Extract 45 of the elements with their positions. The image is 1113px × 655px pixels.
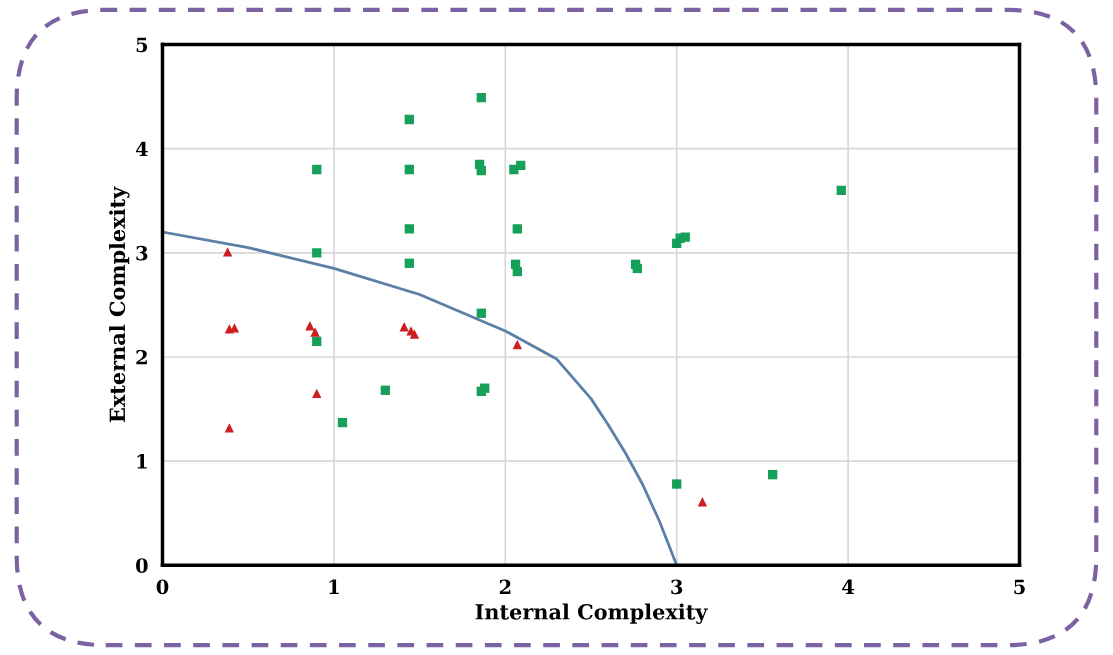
point (312, 164, 322, 175)
point (476, 386, 486, 396)
point (222, 247, 233, 257)
point (310, 327, 320, 337)
point (512, 339, 522, 350)
x-tick-label: 2 (499, 579, 511, 594)
point (399, 322, 409, 332)
point (404, 258, 414, 268)
point (380, 385, 390, 395)
point (312, 248, 322, 258)
point (476, 93, 486, 103)
point (768, 470, 778, 480)
x-axis-title: Internal Complexity (475, 603, 708, 624)
point (305, 321, 315, 331)
y-tick-label: 2 (136, 349, 147, 365)
point (404, 164, 414, 175)
point (404, 114, 414, 125)
point (697, 497, 708, 507)
x-tick-label: 0 (156, 579, 169, 595)
y-tick-label: 4 (135, 141, 148, 157)
point (632, 263, 642, 274)
point (476, 165, 486, 176)
point (337, 417, 348, 428)
point (312, 388, 322, 399)
point (476, 308, 486, 318)
y-tick-label: 5 (136, 37, 148, 53)
point (409, 329, 420, 339)
point (224, 423, 234, 433)
line-series (162, 230, 679, 566)
point (512, 266, 522, 277)
point (404, 224, 414, 234)
point (836, 185, 846, 195)
y-axis-title: External Complexity (109, 186, 130, 423)
point (312, 336, 322, 347)
y-tick-label: 0 (135, 558, 148, 573)
x-tick-label: 3 (671, 579, 683, 595)
y-tick-label: 1 (137, 454, 147, 469)
point (516, 160, 526, 171)
point (680, 232, 690, 242)
x-tick-label: 1 (329, 579, 339, 594)
y-tick-label: 3 (136, 245, 148, 261)
x-tick-label: 4 (842, 579, 855, 594)
x-tick-label: 5 (1014, 579, 1025, 595)
point (512, 224, 522, 234)
point (672, 479, 682, 489)
